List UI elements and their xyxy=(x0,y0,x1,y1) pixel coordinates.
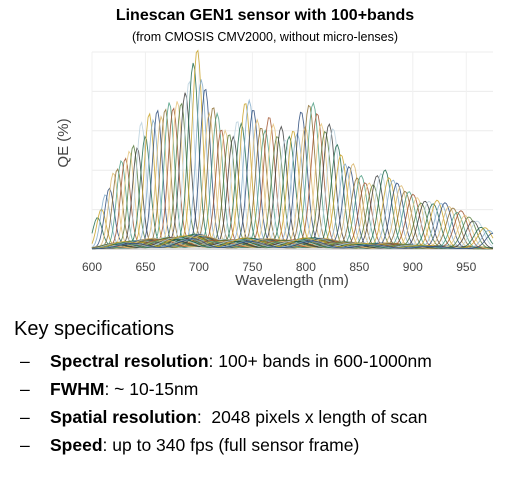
x-tick-label: 950 xyxy=(456,260,476,274)
spec-dash: – xyxy=(20,351,30,371)
spec-separator: : xyxy=(196,407,212,427)
spec-item-speed: – Speed: up to 340 fps (full sensor fram… xyxy=(14,431,524,459)
band-curve xyxy=(92,232,494,250)
band-curve xyxy=(91,173,493,249)
spec-item-spectral-resolution: – Spectral resolution: 100+ bands in 600… xyxy=(14,347,524,375)
y-axis-label: QE (%) xyxy=(55,118,72,167)
spec-value: ~ 10-15nm xyxy=(114,379,199,399)
spec-separator: : xyxy=(104,379,115,399)
x-tick-label: 700 xyxy=(189,260,209,274)
band-curve xyxy=(92,227,494,250)
key-specifications: Key specifications – Spectral resolution… xyxy=(14,318,524,459)
spec-item-fwhm: – FWHM: ~ 10-15nm xyxy=(14,375,524,403)
spec-dash: – xyxy=(20,379,30,399)
spec-value: up to 340 fps (full sensor frame) xyxy=(112,435,360,455)
spec-separator: : xyxy=(208,351,219,371)
spec-key: Speed xyxy=(50,435,103,455)
spec-item-spatial-resolution: – Spatial resolution: 2048 pixels x leng… xyxy=(14,403,524,431)
band-curves xyxy=(91,49,494,250)
x-tick-label: 600 xyxy=(82,260,102,274)
chart-title: Linescan GEN1 sensor with 100+bands xyxy=(115,7,415,24)
x-axis-label: Wavelength (nm) xyxy=(235,272,349,289)
x-tick-labels: 600 650 700 750 800 850 900 950 xyxy=(82,260,477,274)
spec-separator: : xyxy=(102,435,113,455)
x-tick-label: 800 xyxy=(296,260,316,274)
x-tick-label: 850 xyxy=(349,260,369,274)
band-curve xyxy=(91,172,494,250)
spec-dash: – xyxy=(20,407,30,427)
spec-value: 100+ bands in 600-1000nm xyxy=(218,351,432,371)
qe-chart: 600 650 700 750 800 850 900 950 Wavelength (nm)… xyxy=(55,49,494,289)
spec-key: Spatial resolution xyxy=(50,407,197,427)
x-tick-label: 750 xyxy=(242,260,262,274)
spec-key: FWHM xyxy=(50,379,105,399)
x-tick-label: 650 xyxy=(135,260,155,274)
spec-value: 2048 pixels x length of scan xyxy=(211,407,428,427)
specs-heading: Key specifications xyxy=(14,318,175,340)
spec-dash: – xyxy=(20,435,30,455)
x-tick-label: 900 xyxy=(403,260,423,274)
spec-key: Spectral resolution xyxy=(50,351,209,371)
chart-subtitle: (from CMOSIS CMV2000, without micro-lens… xyxy=(131,30,399,44)
